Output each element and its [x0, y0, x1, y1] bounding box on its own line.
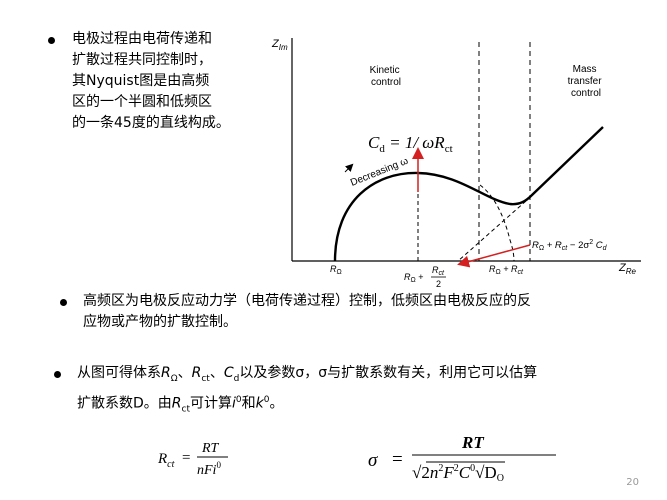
- bullet-3-line-1: 从图可得体系RΩ、Rct、Cd以及参数σ，σ与扩散系数有关，利用它可以估算: [77, 365, 538, 384]
- svg-text:2: 2: [436, 279, 441, 289]
- bullet-2-line: 应物或产物的扩散控制。: [83, 314, 237, 330]
- bullet-1-text: 电极过程由电荷传递和 扩散过程共同控制时， 其Nyquist图是由高频 区的一个…: [72, 29, 272, 134]
- rct-equation: Rct = RT nFi0: [157, 441, 228, 478]
- bullet-1-line: 其Nyquist图是由高频: [72, 73, 210, 89]
- svg-text:Rct: Rct: [157, 451, 175, 470]
- intercept-arrow: [457, 244, 531, 268]
- bullet-1-line: 电极过程由电荷传递和: [72, 31, 212, 47]
- semicircle-extension: [479, 184, 515, 262]
- bullet-2-line: 高频区为电极反应动力学（电荷传递过程）控制，低频区由电极反应的反: [83, 293, 531, 309]
- bullet-3-line-2: 扩散系数D。由Rct可计算i0和k0。: [77, 394, 284, 415]
- bullet-dot-1: [48, 37, 55, 44]
- svg-text:RT: RT: [201, 441, 220, 456]
- cd-formula: Cd = 1/ ωRct: [368, 133, 453, 155]
- svg-text:nFi0: nFi0: [197, 460, 221, 478]
- page-number: 20: [626, 477, 639, 488]
- svg-text:Rct: Rct: [432, 265, 445, 277]
- bullet-1-line: 区的一个半圆和低频区: [72, 94, 212, 110]
- label-r-omega-plus-rct: RΩ + Rct: [489, 264, 524, 276]
- bullet-2-text: 高频区为电极反应动力学（电荷传递过程）控制，低频区由电极反应的反 应物或产物的扩…: [83, 291, 643, 333]
- decreasing-arrow: [344, 163, 354, 173]
- region-mass-label: Mass transfer control: [568, 64, 605, 99]
- svg-text:RΩ +: RΩ +: [404, 272, 424, 284]
- label-r-omega: RΩ: [330, 264, 342, 276]
- svg-text:=: =: [182, 450, 190, 466]
- impedance-curve: [333, 126, 604, 262]
- svg-text:RT: RT: [461, 433, 484, 452]
- bullet-1-line: 的一条45度的直线构成。: [72, 115, 230, 131]
- bullet-1-line: 扩散过程共同控制时，: [72, 52, 212, 68]
- sigma-equation: σ = RT √2n2F2C0√DO: [368, 433, 556, 484]
- svg-text:σ: σ: [368, 450, 378, 471]
- region-kinetic-label: Kinetic control: [370, 65, 403, 88]
- bullet-dot-3: [54, 371, 61, 378]
- svg-text:=: =: [392, 449, 403, 470]
- warburg-extrapolation: [457, 200, 527, 262]
- svg-text:√2n2F2C0√DO: √2n2F2C0√DO: [412, 463, 504, 484]
- y-axis-label: ZIm: [271, 38, 288, 52]
- label-intercept: RΩ + Rct − 2σ2 Cd: [532, 239, 608, 252]
- bullet-dot-2: [60, 299, 67, 306]
- label-half-rct: RΩ + Rct 2: [404, 265, 446, 289]
- bullet-3-text: 从图可得体系RΩ、Rct、Cd以及参数σ，σ与扩散系数有关，利用它可以估算 扩散…: [77, 363, 647, 420]
- x-axis-label: ZRe: [618, 262, 637, 276]
